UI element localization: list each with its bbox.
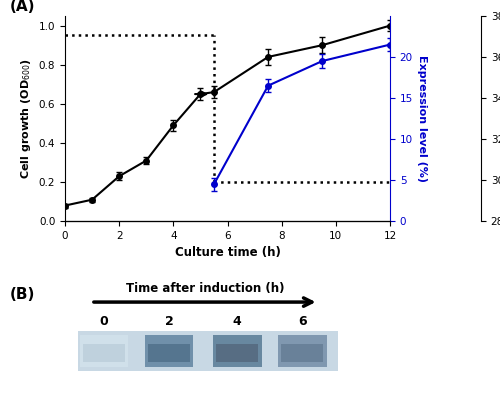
Bar	[144, 335, 194, 367]
Bar	[78, 331, 338, 371]
Text: 6: 6	[298, 315, 306, 328]
X-axis label: Culture time (h): Culture time (h)	[174, 246, 281, 259]
Bar	[148, 345, 190, 362]
Bar	[80, 335, 128, 367]
Bar	[281, 345, 324, 362]
Text: 4: 4	[233, 315, 241, 328]
Text: (B): (B)	[10, 287, 35, 302]
Bar	[83, 345, 125, 362]
Y-axis label: Expression level (%): Expression level (%)	[417, 55, 427, 182]
Text: Time after induction (h): Time after induction (h)	[126, 282, 284, 295]
Bar	[216, 345, 258, 362]
Text: (A): (A)	[10, 0, 35, 14]
Y-axis label: Cell growth (OD$_{600}$): Cell growth (OD$_{600}$)	[19, 58, 33, 179]
Bar	[213, 335, 262, 367]
Text: 2: 2	[164, 315, 173, 328]
Bar	[278, 335, 326, 367]
Text: 0: 0	[100, 315, 108, 328]
